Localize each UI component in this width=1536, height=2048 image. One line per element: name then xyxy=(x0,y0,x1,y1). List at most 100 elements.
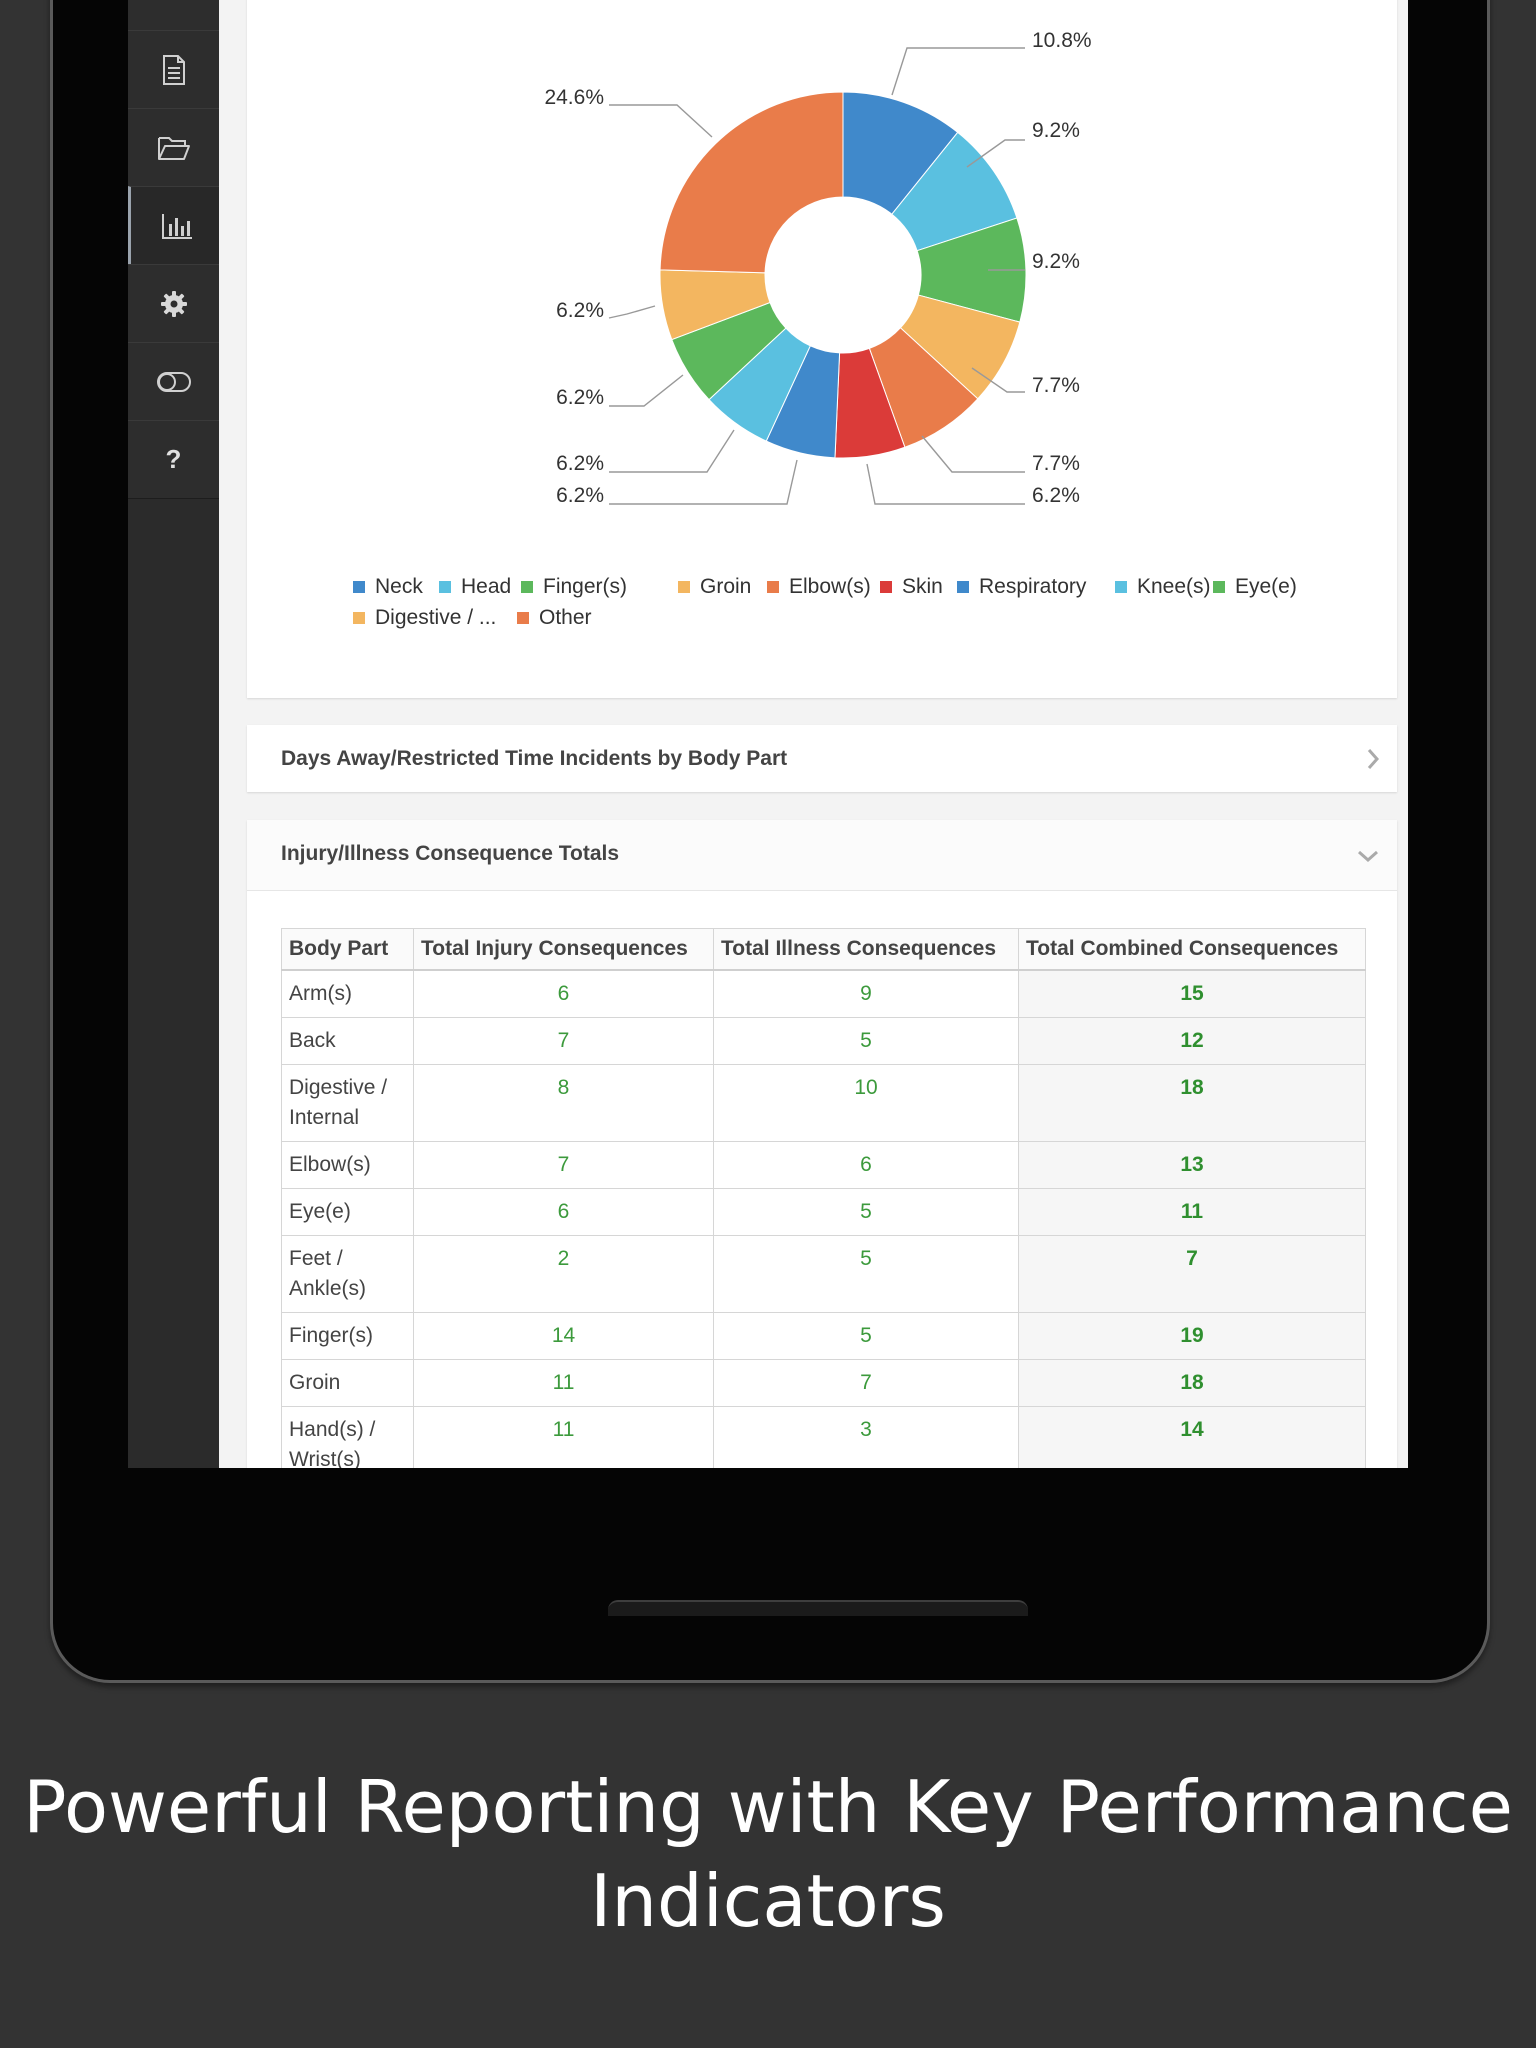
table-row: Back 7 5 12 xyxy=(281,1017,1366,1065)
legend-swatch xyxy=(1213,581,1225,593)
folder-open-icon xyxy=(157,136,190,160)
combined-cell: 12 xyxy=(1018,1017,1366,1065)
legend-item[interactable]: Knee(s) xyxy=(1115,572,1211,602)
sidebar-item-folders[interactable] xyxy=(128,108,219,187)
donut-chart: 10.8% 9.2% 9.2% 7.7% 7.7% 6.2% 6.2% 6.2% 6.2% 6.2… xyxy=(544,29,1092,507)
leader-line-7 xyxy=(609,429,735,473)
body-part-cell: Back xyxy=(281,1017,414,1065)
table-row: Arm(s) 6 9 15 xyxy=(281,969,1366,1018)
illness-cell: 10 xyxy=(713,1064,1019,1142)
donut-slice-10[interactable] xyxy=(659,91,844,274)
legend-item[interactable]: Skin xyxy=(880,572,943,602)
injury-cell: 8 xyxy=(413,1064,714,1142)
combined-cell: 19 xyxy=(1018,1312,1366,1360)
leader-line-6 xyxy=(609,459,798,505)
consequence-panel: Injury/Illness Consequence Totals Body P… xyxy=(247,820,1397,1468)
leader-line-0 xyxy=(891,47,1025,96)
header-body-part: Body Part xyxy=(281,928,414,971)
legend-item[interactable]: Other xyxy=(517,603,592,633)
injury-cell: 6 xyxy=(413,969,714,1018)
table-row: Digestive / Internal 8 10 18 xyxy=(281,1064,1366,1142)
sidebar-item-top[interactable] xyxy=(128,0,219,31)
combined-cell: 13 xyxy=(1018,1141,1366,1189)
sidebar-item-reports[interactable] xyxy=(128,186,222,265)
leader-line-5 xyxy=(866,463,1025,505)
illness-cell: 5 xyxy=(713,1235,1019,1313)
table-row: Finger(s) 14 5 19 xyxy=(281,1312,1366,1360)
body-part-cell: Digestive / Internal xyxy=(281,1064,414,1142)
combined-cell: 18 xyxy=(1018,1064,1366,1142)
chart-card: 10.8% 9.2% 9.2% 7.7% 7.7% 6.2% 6.2% 6.2% 6.2% 6.2… xyxy=(247,0,1397,698)
combined-cell: 7 xyxy=(1018,1235,1366,1313)
leader-line-4 xyxy=(921,435,1025,473)
injury-cell: 11 xyxy=(413,1406,714,1468)
injury-cell: 2 xyxy=(413,1235,714,1313)
legend-label: Other xyxy=(539,606,592,629)
leader-line-10 xyxy=(609,104,713,138)
legend-label: Finger(s) xyxy=(543,575,628,598)
body-part-cell: Arm(s) xyxy=(281,969,414,1018)
legend-swatch xyxy=(678,581,690,593)
legend-item[interactable]: Head xyxy=(439,572,511,602)
legend-label: Skin xyxy=(902,575,943,598)
main-content: 10.8% 9.2% 9.2% 7.7% 7.7% 6.2% 6.2% 6.2% 6.2% 6.2… xyxy=(219,0,1408,1468)
sidebar-item-settings[interactable] xyxy=(128,264,219,343)
consequence-title: Injury/Illness Consequence Totals xyxy=(281,842,620,865)
legend-item[interactable]: Elbow(s) xyxy=(767,572,871,602)
legend-item[interactable]: Finger(s) xyxy=(521,572,627,602)
data-label-2: 9.2% xyxy=(1032,250,1080,273)
chevron-right-icon[interactable] xyxy=(1365,748,1381,770)
legend-label: Elbow(s) xyxy=(789,575,871,598)
help-icon: ? xyxy=(165,444,182,474)
data-label-0: 10.8% xyxy=(1032,29,1092,52)
header-combined: Total Combined Consequences xyxy=(1018,928,1366,971)
body-part-cell: Feet / Ankle(s) xyxy=(281,1235,414,1313)
app-screen: ? 10.8% 9.2% 9.2% 7.7% 7.7% 6.2% 6.2% 6.2% 6.2% 6… xyxy=(128,0,1408,1468)
legend-label: Head xyxy=(461,575,512,598)
caption: Powerful Reporting with Key Performance … xyxy=(23,1765,1513,1943)
table-row: Groin 11 7 18 xyxy=(281,1359,1366,1407)
data-label-10: 24.6% xyxy=(544,86,604,109)
sidebar-item-documents[interactable] xyxy=(128,30,219,109)
legend-item[interactable]: Neck xyxy=(353,572,423,602)
table-row: Feet / Ankle(s) 2 5 7 xyxy=(281,1235,1366,1313)
injury-cell: 6 xyxy=(413,1188,714,1236)
body-part-cell: Hand(s) / Wrist(s) xyxy=(281,1406,414,1468)
table-row: Elbow(s) 7 6 13 xyxy=(281,1141,1366,1189)
legend-label: Digestive / ... xyxy=(375,606,497,629)
leader-line-9 xyxy=(608,305,656,319)
days-away-panel[interactable]: Days Away/Restricted Time Incidents by B… xyxy=(247,725,1397,792)
injury-cell: 7 xyxy=(413,1017,714,1065)
consequence-header[interactable]: Injury/Illness Consequence Totals xyxy=(247,820,1397,891)
legend-label: Groin xyxy=(700,575,752,598)
sidebar-item-help[interactable]: ? xyxy=(128,420,219,499)
chevron-down-icon[interactable] xyxy=(1357,848,1379,864)
injury-cell: 14 xyxy=(413,1312,714,1360)
table-row: Eye(e) 6 5 11 xyxy=(281,1188,1366,1236)
table-header-row: Body Part Total Injury Consequences Tota… xyxy=(281,928,1366,971)
gear-icon xyxy=(160,290,187,317)
legend-label: Eye(e) xyxy=(1235,575,1297,598)
legend-swatch xyxy=(880,581,892,593)
data-label-4: 7.7% xyxy=(1032,452,1080,475)
legend-item[interactable]: Eye(e) xyxy=(1213,572,1297,602)
sidebar-item-toggle[interactable] xyxy=(128,342,219,421)
leader-line-3 xyxy=(971,367,1025,393)
consequence-table: Body Part Total Injury Consequences Tota… xyxy=(281,928,1366,1468)
home-notch xyxy=(608,1600,1028,1616)
body-part-cell: Eye(e) xyxy=(281,1188,414,1236)
combined-cell: 18 xyxy=(1018,1359,1366,1407)
legend-item[interactable]: Digestive / ... xyxy=(353,603,496,633)
legend-swatch xyxy=(353,581,365,593)
illness-cell: 6 xyxy=(713,1141,1019,1189)
illness-cell: 9 xyxy=(713,969,1019,1018)
data-label-6: 6.2% xyxy=(556,484,604,507)
legend-swatch xyxy=(521,581,533,593)
legend-swatch xyxy=(353,612,365,624)
legend-item[interactable]: Respiratory xyxy=(957,572,1086,602)
legend-item[interactable]: Groin xyxy=(678,572,751,602)
data-label-5: 6.2% xyxy=(1032,484,1080,507)
leader-line-1 xyxy=(966,139,1025,168)
days-away-title: Days Away/Restricted Time Incidents by B… xyxy=(281,747,788,770)
illness-cell: 5 xyxy=(713,1312,1019,1360)
